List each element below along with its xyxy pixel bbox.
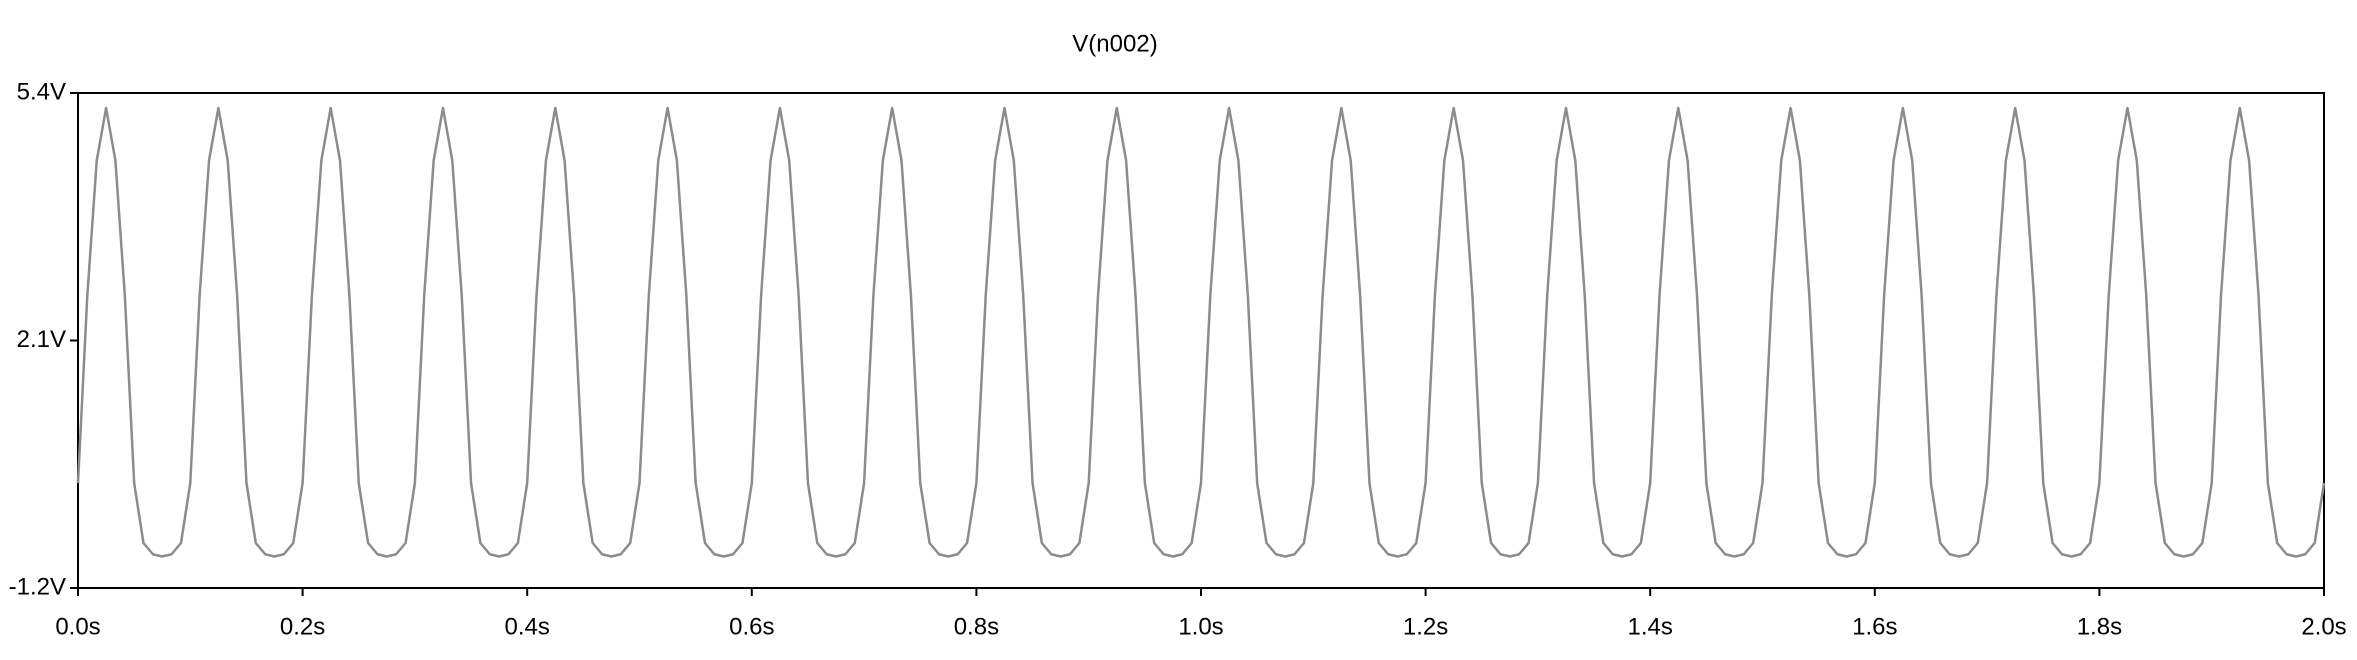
chart-title: V(n002) [1072,30,1157,57]
x-tick-label: 1.6s [1852,613,1897,640]
x-tick-label: 0.6s [729,613,774,640]
plot-frame [77,92,2325,589]
x-tick-label: 0.8s [954,613,999,640]
y-tick-label: 5.4V [17,78,66,105]
x-tick-label: 1.2s [1403,613,1448,640]
x-tick-label: 1.8s [2077,613,2122,640]
x-tick-label: 0.2s [280,613,325,640]
x-tick-label: 2.0s [2301,613,2346,640]
y-tick-label: 2.1V [17,326,66,353]
x-tick-label: 0.0s [55,613,100,640]
y-tick-label: -1.2V [9,573,66,600]
x-tick-label: 1.0s [1178,613,1223,640]
waveform [76,106,2326,558]
x-tick-label: 0.4s [505,613,550,640]
x-tick-label: 1.4s [1628,613,1673,640]
